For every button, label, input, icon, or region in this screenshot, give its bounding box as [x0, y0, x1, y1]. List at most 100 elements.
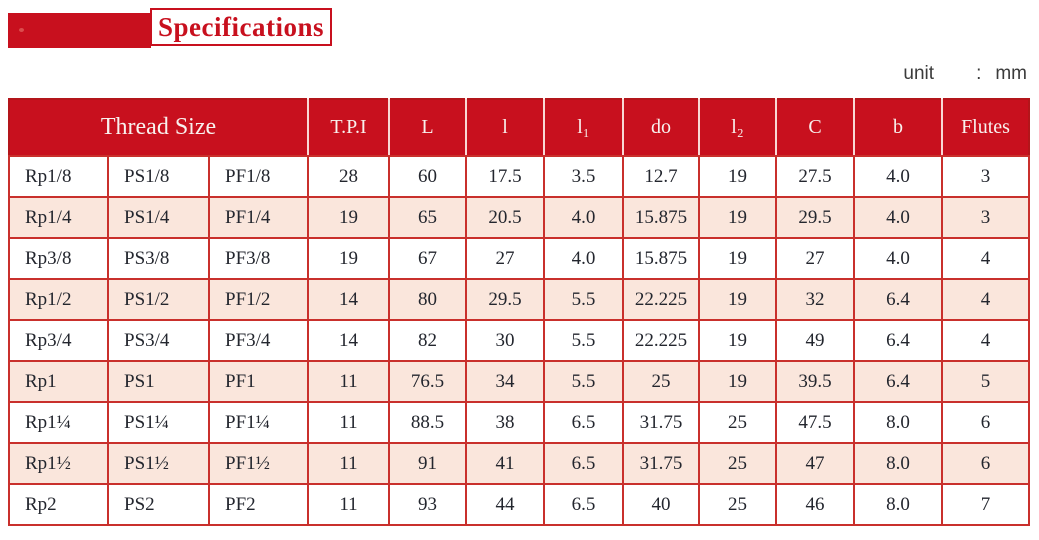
table-cell: 65	[388, 196, 468, 239]
header-thread-size: Thread Size	[9, 99, 309, 157]
table-cell: 29.5	[775, 196, 856, 239]
table-cell: 39.5	[775, 360, 856, 403]
table-cell: 4.0	[853, 155, 944, 198]
table-cell: 11	[307, 483, 391, 526]
table-cell: 46	[775, 483, 856, 526]
table-cell: 6.4	[853, 319, 944, 362]
table-cell: 60	[388, 155, 468, 198]
table-cell: 19	[307, 237, 391, 280]
table-cell: 4	[941, 237, 1031, 280]
table-cell: Rp1½	[8, 442, 109, 485]
unit-separator: :	[976, 63, 982, 84]
table-cell: Rp1/2	[8, 278, 109, 321]
table-cell: 6.4	[853, 278, 944, 321]
unit-label: unit	[903, 63, 935, 84]
table-cell: PF1¼	[207, 401, 310, 444]
header-L: L	[388, 99, 467, 157]
table-row: Rp1¼ PS1¼ PF1¼ 11 88.5 38 6.5 31.75 25 47.5 8.0 6	[8, 401, 1031, 444]
title-red-bar	[8, 13, 151, 48]
table-cell: 27	[775, 237, 856, 280]
table-cell: PS3/8	[107, 237, 210, 280]
header-tpi: T.P.I	[307, 99, 390, 157]
unit-value: mm	[995, 63, 1027, 84]
table-row: Rp1 PS1 PF1 11 76.5 34 5.5 25 19 39.5 6.4 5	[8, 360, 1031, 403]
table-cell: PS2	[107, 483, 210, 526]
table-cell: 15.875	[622, 237, 701, 280]
table-cell: PS1/2	[107, 278, 210, 321]
table-cell: 19	[698, 360, 778, 403]
table-cell: 34	[465, 360, 546, 403]
table-cell: 91	[388, 442, 468, 485]
table-cell: PF3/4	[207, 319, 310, 362]
table-cell: PS1½	[107, 442, 210, 485]
table-cell: 25	[698, 401, 778, 444]
table-cell: 6.4	[853, 360, 944, 403]
table-cell: 88.5	[388, 401, 468, 444]
table-cell: 25	[622, 360, 701, 403]
table-cell: 93	[388, 483, 468, 526]
table-cell: Rp3/4	[8, 319, 109, 362]
table-cell: Rp1	[8, 360, 109, 403]
decorative-speckle	[19, 28, 24, 32]
table-cell: 3	[941, 196, 1031, 239]
table-cell: 28	[307, 155, 391, 198]
table-cell: 20.5	[465, 196, 546, 239]
table-cell: PF1/8	[207, 155, 310, 198]
table-cell: 31.75	[622, 401, 701, 444]
table-cell: 12.7	[622, 155, 701, 198]
header-l2: l₂	[698, 99, 777, 157]
table-cell: 8.0	[853, 401, 944, 444]
table-cell: 40	[622, 483, 701, 526]
table-cell: 19	[307, 196, 391, 239]
table-row: Rp1/8 PS1/8 PF1/8 28 60 17.5 3.5 12.7 19 27.5 4.0 3	[8, 155, 1031, 198]
table-cell: 14	[307, 319, 391, 362]
table-cell: 47.5	[775, 401, 856, 444]
table-cell: 5	[941, 360, 1031, 403]
table-row: Rp1/2 PS1/2 PF1/2 14 80 29.5 5.5 22.225 19 32 6.4 4	[8, 278, 1031, 321]
header-l: l	[465, 99, 545, 157]
table-cell: PF3/8	[207, 237, 310, 280]
header-l1: l₁	[543, 99, 624, 157]
spec-table-body: Rp1/8 PS1/8 PF1/8 28 60 17.5 3.5 12.7 19 27.5 4.0 3…	[8, 155, 1031, 526]
table-cell: 3	[941, 155, 1031, 198]
table-cell: 27.5	[775, 155, 856, 198]
table-cell: PF1½	[207, 442, 310, 485]
table-cell: 19	[698, 155, 778, 198]
table-cell: 4.0	[853, 237, 944, 280]
table-cell: 3.5	[543, 155, 625, 198]
table-cell: 5.5	[543, 360, 625, 403]
table-cell: 25	[698, 483, 778, 526]
table-cell: 29.5	[465, 278, 546, 321]
table-cell: 49	[775, 319, 856, 362]
table-cell: Rp2	[8, 483, 109, 526]
table-cell: 8.0	[853, 442, 944, 485]
table-cell: 4.0	[543, 196, 625, 239]
table-cell: 6.5	[543, 442, 625, 485]
table-cell: PF2	[207, 483, 310, 526]
table-cell: 22.225	[622, 319, 701, 362]
table-cell: 15.875	[622, 196, 701, 239]
unit-note: unit : mm	[903, 63, 1027, 85]
table-cell: 27	[465, 237, 546, 280]
table-cell: 38	[465, 401, 546, 444]
table-cell: 8.0	[853, 483, 944, 526]
table-cell: 4	[941, 319, 1031, 362]
table-cell: 44	[465, 483, 546, 526]
table-cell: PF1/2	[207, 278, 310, 321]
table-cell: 82	[388, 319, 468, 362]
header-b: b	[853, 99, 943, 157]
table-cell: 80	[388, 278, 468, 321]
page-title: Specifications	[158, 11, 324, 42]
table-cell: 6.5	[543, 401, 625, 444]
table-cell: PS1/8	[107, 155, 210, 198]
table-row: Rp3/8 PS3/8 PF3/8 19 67 27 4.0 15.875 19 27 4.0 4	[8, 237, 1031, 280]
table-cell: 14	[307, 278, 391, 321]
table-cell: 76.5	[388, 360, 468, 403]
table-cell: PF1	[207, 360, 310, 403]
table-cell: PS1¼	[107, 401, 210, 444]
header-do: do	[622, 99, 700, 157]
table-cell: 6.5	[543, 483, 625, 526]
table-row: Rp2 PS2 PF2 11 93 44 6.5 40 25 46 8.0 7	[8, 483, 1031, 526]
table-cell: 19	[698, 278, 778, 321]
